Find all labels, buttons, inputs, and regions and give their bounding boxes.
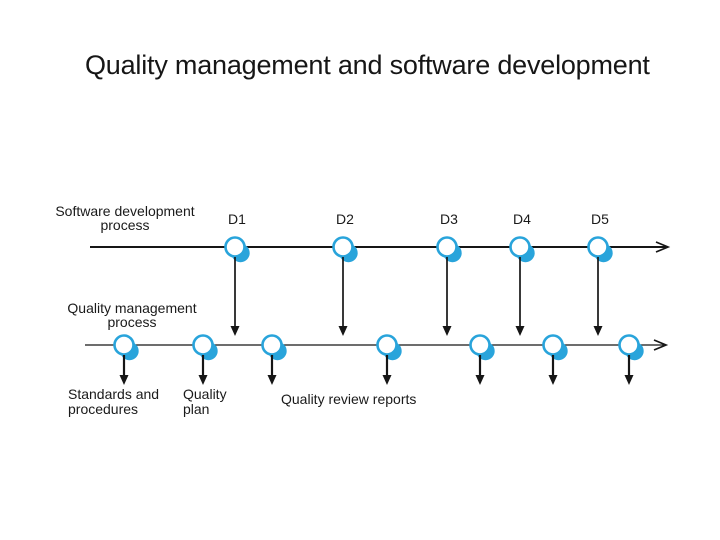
process-label: Software development: [55, 203, 194, 219]
process-label: process: [100, 217, 149, 233]
timeline-arrowhead-icon: [655, 241, 671, 253]
node-circle: [542, 334, 564, 356]
down-arrowhead-icon: [198, 375, 208, 385]
down-arrowhead-icon: [442, 326, 452, 336]
milestone-label: D3: [440, 211, 458, 227]
milestone-label: D2: [336, 211, 354, 227]
node-circle: [436, 236, 458, 258]
node-circle: [587, 236, 609, 258]
node-circle: [261, 334, 283, 356]
process-label: process: [107, 314, 156, 330]
node-circle: [113, 334, 135, 356]
output-label-quality-review-reports: Quality review reports: [281, 391, 416, 407]
node-circle: [376, 334, 398, 356]
node-circle: [332, 236, 354, 258]
down-arrowhead-icon: [593, 326, 603, 336]
node-circle: [509, 236, 531, 258]
node-circle: [618, 334, 640, 356]
slide-title: Quality management and software developm…: [85, 50, 650, 80]
output-label-line: Quality review reports: [281, 391, 416, 407]
output-label-line: Standards and: [68, 386, 159, 402]
milestone-label: D4: [513, 211, 531, 227]
down-arrowhead-icon: [624, 375, 634, 385]
node-circle: [469, 334, 491, 356]
down-arrowhead-icon: [548, 375, 558, 385]
node-circle: [192, 334, 214, 356]
output-label-line: plan: [183, 401, 209, 417]
down-arrowhead-icon: [515, 326, 525, 336]
down-arrowhead-icon: [119, 375, 129, 385]
output-label-line: procedures: [68, 401, 138, 417]
output-label-line: Quality: [183, 386, 227, 402]
down-arrowhead-icon: [230, 326, 240, 336]
milestone-label: D5: [591, 211, 609, 227]
node-circle: [224, 236, 246, 258]
down-arrowhead-icon: [338, 326, 348, 336]
down-arrowhead-icon: [267, 375, 277, 385]
process-label: Quality management: [67, 300, 196, 316]
down-arrowhead-icon: [475, 375, 485, 385]
down-arrowhead-icon: [382, 375, 392, 385]
timeline-arrowhead-icon: [653, 339, 669, 351]
milestone-label: D1: [228, 211, 246, 227]
